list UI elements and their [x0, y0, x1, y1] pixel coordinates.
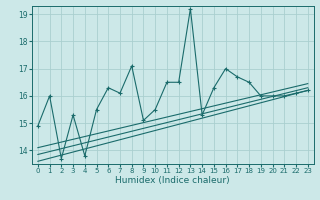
X-axis label: Humidex (Indice chaleur): Humidex (Indice chaleur)	[116, 176, 230, 185]
